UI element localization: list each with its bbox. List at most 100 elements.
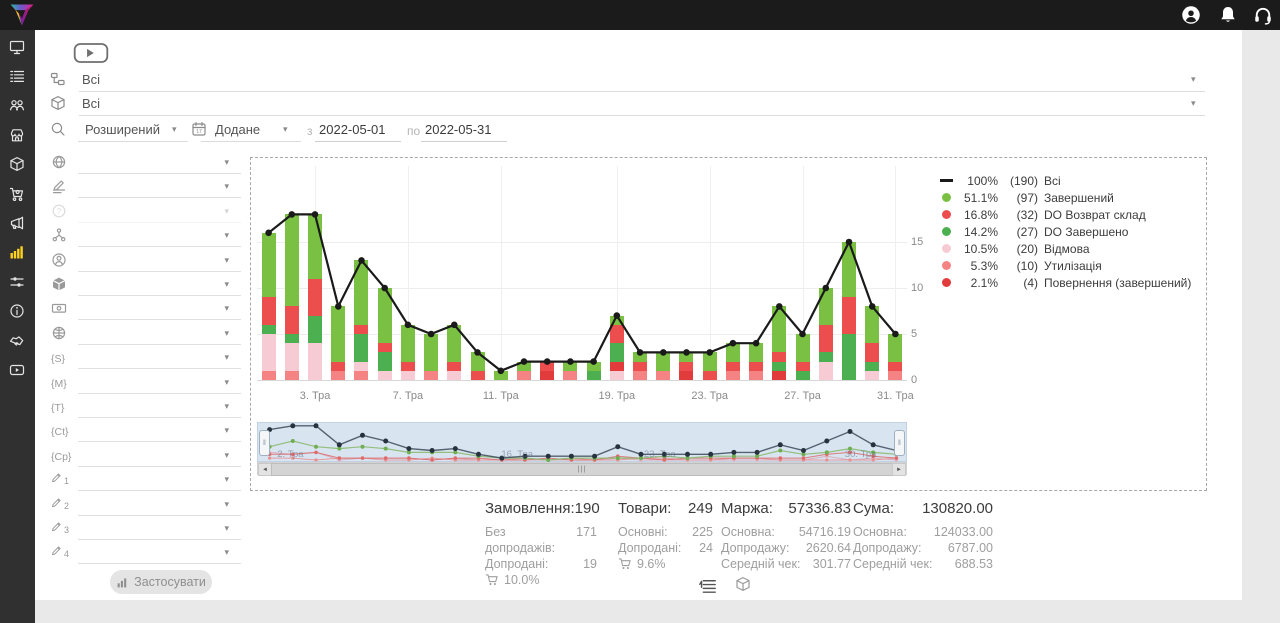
sidebar-item-analytics[interactable]	[0, 240, 35, 266]
filter-custom-4-select[interactable]: 4 ▾	[49, 541, 241, 566]
category-select-caret-icon[interactable]: ▾	[1191, 74, 1196, 84]
sidebar-item-info[interactable]	[0, 299, 35, 325]
caret-down-icon[interactable]: ▾	[224, 523, 229, 533]
support-headset-icon[interactable]	[1253, 5, 1273, 25]
sidebar-item-tutorials[interactable]	[0, 357, 35, 383]
date-field-caret-icon[interactable]: ▾	[283, 124, 288, 134]
bar-day-7[interactable]	[400, 324, 415, 380]
caret-down-icon[interactable]: ▾	[224, 230, 229, 241]
legend-item-Всі[interactable]: 100% (190) Всі	[939, 172, 1191, 189]
filter-custom-1-select[interactable]: 1 ▾	[49, 468, 241, 493]
caret-down-icon[interactable]: ▾	[224, 327, 229, 338]
navigator-right-handle[interactable]: ‖	[894, 430, 905, 456]
caret-down-icon[interactable]: ▾	[224, 449, 229, 460]
bar-day-29[interactable]	[841, 242, 856, 380]
bar-day-20[interactable]	[633, 352, 648, 380]
filter-site-select[interactable]: ▾	[49, 322, 241, 347]
chart-scrollbar[interactable]: ◄ ||| ►	[257, 462, 907, 476]
caret-down-icon[interactable]: ▾	[224, 376, 229, 387]
legend-item-Утилізація[interactable]: 5.3% (10) Утилізація	[939, 257, 1191, 274]
filter-utm-campaign-select[interactable]: {Cp} ▾	[49, 444, 241, 469]
filter-utm-medium-select[interactable]: {M} ▾	[49, 371, 241, 396]
filter-structure-select[interactable]: ▾	[49, 224, 241, 249]
bar-day-2[interactable]	[284, 214, 299, 380]
filter-custom-3-select[interactable]: 3 ▾	[49, 517, 241, 542]
legend-item-Завершений[interactable]: 51.1% (97) Завершений	[939, 189, 1191, 206]
search-mode-caret-icon[interactable]: ▾	[172, 124, 177, 134]
bar-day-5[interactable]	[354, 260, 369, 380]
category-select[interactable]: Всі	[82, 72, 101, 87]
product-select-caret-icon[interactable]: ▾	[1191, 98, 1196, 108]
caret-down-icon[interactable]: ▾	[224, 474, 229, 485]
sidebar-item-marketing[interactable]	[0, 210, 35, 236]
sidebar-item-products[interactable]	[0, 152, 35, 178]
bar-day-12[interactable]	[516, 361, 531, 380]
product-select[interactable]: Всі	[82, 96, 101, 111]
scrollbar-left-arrow-icon[interactable]: ◄	[258, 463, 272, 476]
chart-navigator[interactable]: 2. Тра 16. Тра 23. Тра 30. Тра ‖ ‖	[257, 422, 907, 462]
filter-status-select[interactable]: ▾	[49, 175, 241, 200]
filter-utm-content-select[interactable]: {Ct} ▾	[49, 419, 241, 444]
caret-down-icon[interactable]: ▾	[224, 254, 229, 265]
navigator-left-handle[interactable]: ‖	[259, 430, 270, 456]
filter-custom-2-select[interactable]: 2 ▾	[49, 493, 241, 518]
sidebar-item-store[interactable]	[0, 122, 35, 148]
legend-item-Повернення (завершений)[interactable]: 2.1% (4) Повернення (завершений)	[939, 274, 1191, 291]
sidebar-item-dashboard[interactable]	[0, 34, 35, 60]
sidebar-item-settings[interactable]	[0, 269, 35, 295]
video-help-button[interactable]	[73, 42, 109, 64]
filter-utm-source-select[interactable]: {S} ▾	[49, 346, 241, 371]
filter-payment-select[interactable]: ▾	[49, 297, 241, 322]
bar-day-4[interactable]	[331, 306, 346, 380]
bar-day-1[interactable]	[261, 232, 276, 380]
bar-day-30[interactable]	[865, 306, 880, 380]
bar-day-6[interactable]	[377, 288, 392, 380]
bar-day-23[interactable]	[702, 352, 717, 380]
caret-down-icon[interactable]: ▾	[224, 279, 229, 289]
caret-down-icon[interactable]: ▾	[224, 303, 229, 314]
caret-down-icon[interactable]: ▾	[224, 352, 229, 363]
bar-day-21[interactable]	[656, 352, 671, 380]
bar-day-9[interactable]	[447, 324, 462, 380]
legend-item-DO Возврат склад[interactable]: 16.8% (32) DO Возврат склад	[939, 206, 1191, 223]
orders-chart-plot[interactable]	[257, 166, 907, 381]
bar-day-31[interactable]	[888, 334, 903, 380]
bar-day-18[interactable]	[586, 361, 601, 380]
brand-logo-icon[interactable]	[8, 2, 36, 28]
notifications-bell-icon[interactable]	[1218, 5, 1238, 25]
bar-day-8[interactable]	[424, 334, 439, 380]
caret-down-icon[interactable]: ▾	[224, 547, 229, 558]
caret-down-icon[interactable]: ▾	[224, 498, 229, 509]
apply-button[interactable]: Застосувати	[110, 570, 212, 594]
bar-day-3[interactable]	[308, 214, 323, 380]
sidebar-item-partners[interactable]	[0, 328, 35, 354]
date-field-select[interactable]: Додане	[215, 122, 261, 137]
date-to-input[interactable]: 2022-05-31	[425, 122, 492, 137]
bar-day-24[interactable]	[725, 343, 740, 380]
sidebar-item-clients[interactable]	[0, 93, 35, 119]
bar-day-27[interactable]	[795, 334, 810, 380]
bar-day-22[interactable]	[679, 352, 694, 380]
filter-country-select[interactable]: ▾	[49, 151, 241, 176]
filter-manager-select[interactable]: ▾	[49, 249, 241, 274]
caret-down-icon[interactable]: ▾	[224, 425, 229, 436]
date-from-input[interactable]: 2022-05-01	[319, 122, 386, 137]
scrollbar-right-arrow-icon[interactable]: ►	[892, 463, 906, 476]
scrollbar-thumb[interactable]: |||	[271, 463, 893, 476]
bar-day-13[interactable]	[540, 361, 555, 380]
legend-item-DO Завершено[interactable]: 14.2% (27) DO Завершено	[939, 223, 1191, 240]
caret-down-icon[interactable]: ▾	[224, 401, 229, 411]
filter-product-select[interactable]: ▾	[49, 273, 241, 298]
bar-day-26[interactable]	[772, 306, 787, 380]
filter-utm-term-select[interactable]: {T} ▾	[49, 395, 241, 420]
sidebar-item-orders[interactable]	[0, 63, 35, 89]
products-summary-icon[interactable]	[735, 576, 754, 595]
caret-down-icon[interactable]: ▾	[224, 181, 229, 192]
user-icon[interactable]	[1181, 5, 1201, 25]
caret-down-icon[interactable]: ▾	[224, 157, 229, 167]
bar-day-28[interactable]	[818, 288, 833, 380]
orders-summary-icon[interactable]	[698, 576, 717, 595]
bar-day-14[interactable]	[563, 361, 578, 380]
bar-day-11[interactable]	[493, 370, 508, 380]
sidebar-item-purchases[interactable]	[0, 181, 35, 207]
